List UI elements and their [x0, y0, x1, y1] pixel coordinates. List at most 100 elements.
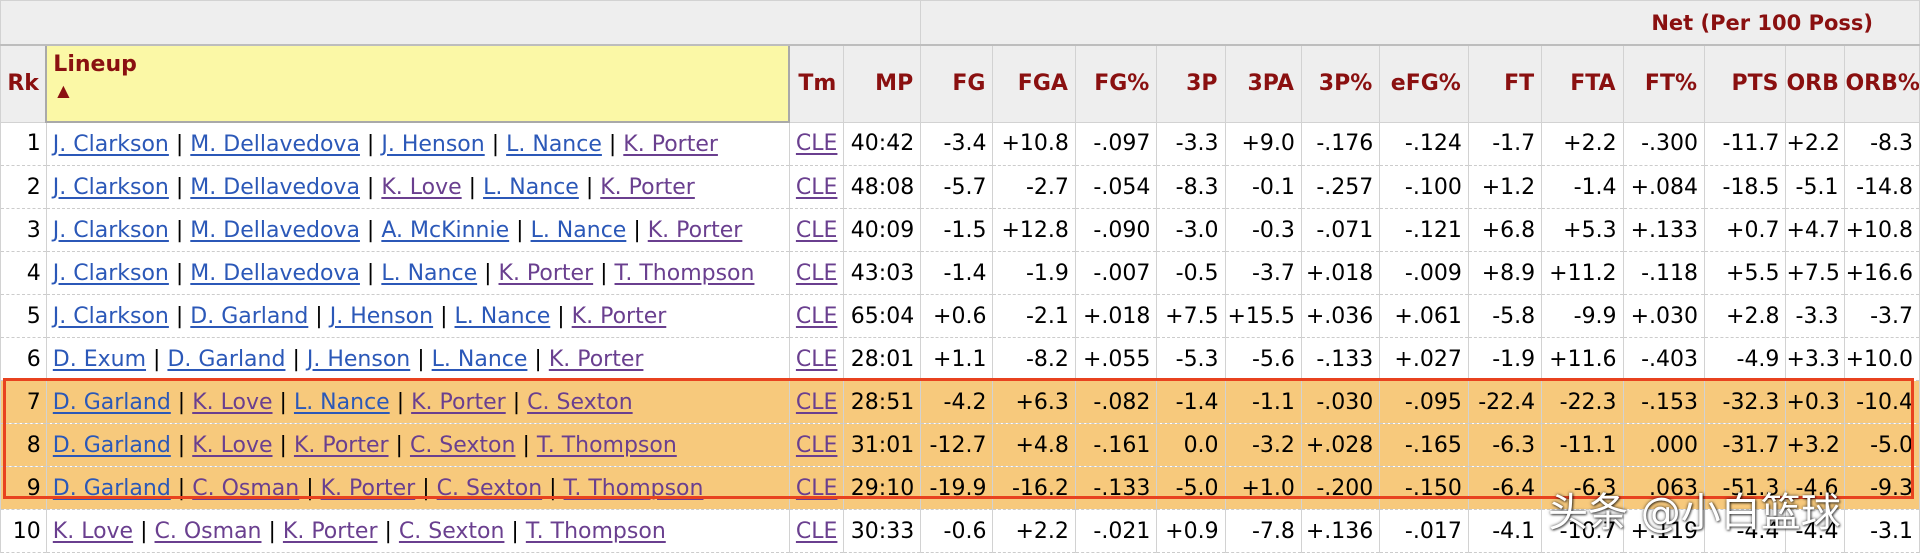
ft-pct-cell: -.118 — [1622, 251, 1706, 295]
player-link[interactable]: C. Sexton — [398, 518, 505, 544]
team-link[interactable]: CLE — [795, 518, 838, 544]
ft-cell: -22.4 — [1467, 380, 1543, 424]
player-link[interactable]: J. Henson — [381, 131, 485, 157]
fg-pct-cell: -.021 — [1074, 509, 1158, 553]
separator: | — [272, 432, 294, 458]
player-link[interactable]: M. Dellavedova — [190, 217, 360, 243]
player-link[interactable]: K. Love — [192, 389, 273, 415]
player-link[interactable]: K. Love — [52, 518, 134, 544]
mp-cell: 48:08 — [842, 165, 922, 209]
player-link[interactable]: K. Love — [192, 432, 273, 458]
player-link[interactable]: L. Nance — [506, 131, 602, 157]
player-link[interactable]: K. Porter — [320, 475, 416, 501]
efg-pct-cell: -.100 — [1379, 165, 1469, 209]
team-link[interactable]: CLE — [795, 389, 838, 415]
col-efg-pct[interactable]: eFG% — [1379, 44, 1469, 123]
separator: | — [433, 303, 455, 329]
player-link[interactable]: K. Porter — [548, 346, 644, 372]
col-fg-pct[interactable]: FG% — [1074, 44, 1158, 123]
col-orb-pct[interactable]: ORB% — [1844, 44, 1920, 123]
3p-cell: -5.3 — [1156, 337, 1226, 381]
player-link[interactable]: D. Garland — [167, 346, 286, 372]
fg-cell: -5.7 — [920, 165, 994, 209]
player-link[interactable]: C. Osman — [154, 518, 262, 544]
col-fta[interactable]: FTA — [1541, 44, 1624, 123]
col-mp[interactable]: MP — [842, 44, 922, 123]
player-link[interactable]: A. McKinnie — [381, 217, 510, 243]
fta-cell: -11.1 — [1541, 423, 1624, 467]
player-link[interactable]: M. Dellavedova — [190, 131, 360, 157]
player-link[interactable]: K. Porter — [571, 303, 667, 329]
col-3p-pct[interactable]: 3P% — [1300, 44, 1381, 123]
player-link[interactable]: K. Porter — [282, 518, 378, 544]
player-link[interactable]: L. Nance — [454, 303, 551, 329]
col-fga[interactable]: FGA — [992, 44, 1076, 123]
col-3p[interactable]: 3P — [1156, 44, 1226, 123]
team-link[interactable]: CLE — [795, 303, 838, 329]
team-link[interactable]: CLE — [795, 260, 838, 286]
col-ft[interactable]: FT — [1467, 44, 1543, 123]
col-rk[interactable]: Rk — [0, 44, 47, 123]
col-ft-pct[interactable]: FT% — [1622, 44, 1706, 123]
team-link[interactable]: CLE — [795, 174, 838, 200]
player-link[interactable]: D. Garland — [190, 303, 309, 329]
ft-cell: -6.4 — [1467, 466, 1543, 510]
player-link[interactable]: T. Thompson — [536, 432, 677, 458]
3p-cell: -5.0 — [1156, 466, 1226, 510]
player-link[interactable]: T. Thompson — [563, 475, 704, 501]
col-3pa[interactable]: 3PA — [1224, 44, 1302, 123]
col-tm[interactable]: Tm — [788, 44, 844, 123]
watermark: 头条 @小白篮球 — [1548, 490, 1841, 536]
column-header-row: Rk Lineup ▲ Tm MP FG FGA FG% 3P 3PA 3P% … — [0, 44, 1920, 123]
player-link[interactable]: J. Clarkson — [52, 174, 169, 200]
separator: | — [484, 131, 507, 157]
player-link[interactable]: J. Henson — [329, 303, 434, 329]
player-link[interactable]: K. Porter — [647, 217, 743, 243]
team-link[interactable]: CLE — [795, 346, 838, 372]
player-link[interactable]: T. Thompson — [614, 260, 755, 286]
player-link[interactable]: K. Porter — [498, 260, 594, 286]
net-per-100-header: Net (Per 100 Poss) — [920, 0, 1920, 46]
player-link[interactable]: J. Clarkson — [52, 303, 169, 329]
player-link[interactable]: C. Osman — [192, 475, 300, 501]
player-link[interactable]: L. Nance — [431, 346, 528, 372]
team-link[interactable]: CLE — [795, 131, 838, 157]
col-pts[interactable]: PTS — [1703, 44, 1787, 123]
player-link[interactable]: J. Clarkson — [52, 260, 169, 286]
player-link[interactable]: K. Porter — [411, 389, 506, 415]
player-link[interactable]: K. Porter — [600, 174, 695, 200]
ft-pct-cell: .000 — [1622, 423, 1706, 467]
table-row: 3 J. Clarkson | M. Dellavedova | A. McKin… — [0, 208, 1920, 252]
player-link[interactable]: L. Nance — [530, 217, 627, 243]
player-link[interactable]: K. Porter — [623, 131, 718, 157]
team-link[interactable]: CLE — [795, 432, 838, 458]
player-link[interactable]: D. Garland — [52, 389, 171, 415]
player-link[interactable]: C. Sexton — [409, 432, 516, 458]
col-lineup[interactable]: Lineup ▲ — [45, 44, 791, 123]
col-orb[interactable]: ORB — [1785, 44, 1846, 123]
player-link[interactable]: D. Exum — [52, 346, 147, 372]
player-link[interactable]: M. Dellavedova — [190, 260, 360, 286]
player-link[interactable]: K. Porter — [293, 432, 389, 458]
player-link[interactable]: D. Garland — [52, 475, 171, 501]
player-link[interactable]: M. Dellavedova — [190, 174, 360, 200]
player-link[interactable]: T. Thompson — [525, 518, 666, 544]
ft-pct-cell: +.084 — [1622, 165, 1706, 209]
table-row: 1 J. Clarkson | M. Dellavedova | J. Henso… — [0, 121, 1920, 166]
player-link[interactable]: D. Garland — [52, 432, 171, 458]
fga-cell: +10.8 — [992, 121, 1076, 166]
player-link[interactable]: J. Henson — [306, 346, 411, 372]
player-link[interactable]: K. Love — [381, 174, 462, 200]
player-link[interactable]: L. Nance — [381, 260, 478, 286]
player-link[interactable]: L. Nance — [293, 389, 390, 415]
pts-cell: -51.3 — [1703, 466, 1787, 510]
player-link[interactable]: L. Nance — [483, 174, 579, 200]
team-link[interactable]: CLE — [795, 475, 838, 501]
player-link[interactable]: C. Sexton — [436, 475, 543, 501]
separator: | — [261, 518, 283, 544]
player-link[interactable]: J. Clarkson — [52, 217, 169, 243]
player-link[interactable]: J. Clarkson — [52, 131, 169, 157]
player-link[interactable]: C. Sexton — [527, 389, 633, 415]
col-fg[interactable]: FG — [920, 44, 994, 123]
team-link[interactable]: CLE — [795, 217, 838, 243]
